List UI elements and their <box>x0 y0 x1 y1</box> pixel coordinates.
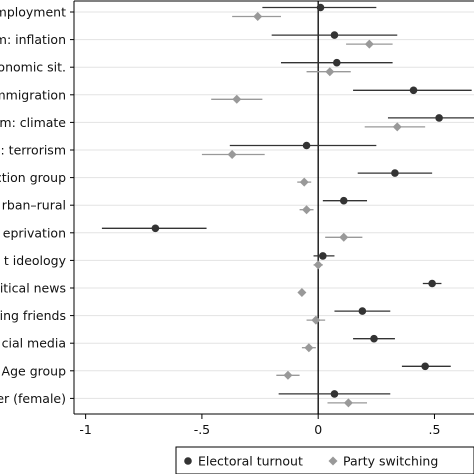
y-tick-label: ing friends <box>0 308 66 323</box>
y-tick-labels: mployment m: inflation onomic sit. mmigrati… <box>0 5 74 406</box>
legend-label-electoral-turnout: Electoral turnout <box>198 454 303 469</box>
point-marker <box>304 343 314 353</box>
legend: Electoral turnout Party switching <box>175 446 474 474</box>
point-marker <box>428 279 436 288</box>
y-tick-label: Age group <box>2 363 67 378</box>
point-marker <box>332 58 341 67</box>
point-marker <box>364 39 374 49</box>
point-marker <box>392 122 402 132</box>
point-marker <box>253 12 263 21</box>
point-marker <box>311 315 321 325</box>
point-marker <box>339 232 349 242</box>
legend-marker-electoral-turnout <box>184 457 192 465</box>
y-tick-label: t ideology <box>4 253 67 268</box>
legend-marker-party-switching <box>328 456 338 466</box>
point-marker <box>302 205 312 215</box>
point-marker <box>313 260 323 270</box>
point-marker <box>283 370 293 380</box>
y-tick-label: er (female) <box>0 391 66 406</box>
point-marker <box>330 390 339 398</box>
gridlines <box>74 11 474 399</box>
point-marker <box>297 288 307 297</box>
point-marker <box>370 334 378 343</box>
y-tick-label: : terrorism <box>0 143 66 158</box>
y-tick-label: mmigration <box>0 87 66 102</box>
legend-label-party-switching: Party switching <box>343 454 438 469</box>
point-marker <box>232 94 242 104</box>
point-marker <box>330 31 339 39</box>
point-marker <box>391 169 399 177</box>
point-marker <box>316 3 325 12</box>
series-party-switching <box>201 12 426 408</box>
y-tick-label: rban–rural <box>2 198 66 213</box>
axes <box>73 0 474 415</box>
x-tick-label: -.5 <box>194 422 210 437</box>
point-marker <box>358 307 367 315</box>
point-marker <box>325 67 335 77</box>
point-marker <box>227 150 237 159</box>
point-marker <box>421 362 429 371</box>
y-tick-label: eprivation <box>3 225 66 240</box>
point-marker <box>343 398 353 408</box>
legend-box <box>175 446 474 474</box>
point-marker <box>299 177 309 187</box>
y-tick-label: ction group <box>0 170 66 185</box>
series-electoral-turnout <box>101 3 474 398</box>
point-marker <box>339 196 348 205</box>
y-tick-label: onomic sit. <box>0 60 66 75</box>
point-marker <box>302 141 311 150</box>
x-tick-label: 0 <box>314 422 322 437</box>
y-tick-label: itical news <box>0 281 66 296</box>
point-marker <box>435 114 443 122</box>
y-tick-label: cial media <box>2 336 66 351</box>
point-marker <box>409 86 418 95</box>
x-tick-label: .5 <box>428 422 440 437</box>
y-tick-label: mployment <box>0 5 66 20</box>
y-tick-label: m: inflation <box>0 32 66 47</box>
point-marker <box>151 224 160 233</box>
point-marker <box>319 252 327 260</box>
data-marks <box>101 3 474 408</box>
x-axis-ticks: -1 -.5 0 .5 <box>79 414 440 437</box>
y-tick-label: m: climate <box>0 115 66 130</box>
x-tick-label: -1 <box>79 422 91 437</box>
